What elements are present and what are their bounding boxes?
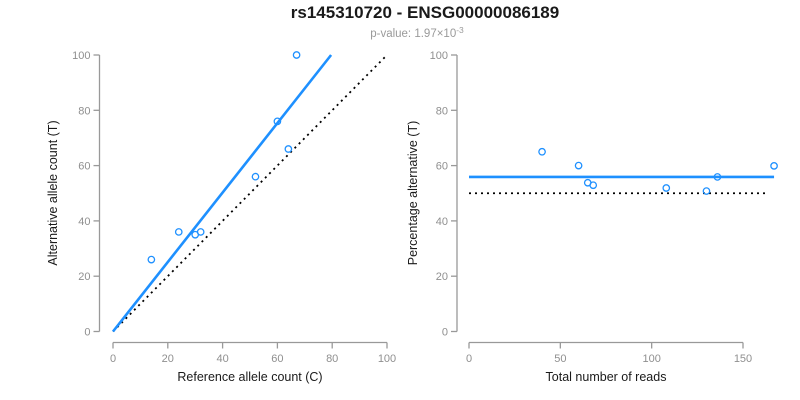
y-tick-label: 0 bbox=[84, 327, 90, 339]
data-point bbox=[284, 145, 293, 153]
y-axis-title: Percentage alternative (T) bbox=[406, 121, 420, 266]
data-point bbox=[713, 173, 722, 181]
y-tick-label: 100 bbox=[72, 50, 90, 62]
allele-counts-panel: 0 20 40 60 80 100 0 20 40 60 80 100 Reference allele… bbox=[46, 50, 396, 384]
y-axis-title: Alternative allele count (T) bbox=[46, 120, 60, 265]
fit-line bbox=[111, 54, 333, 333]
x-tick-label: 100 bbox=[378, 353, 396, 365]
x-tick-label: 40 bbox=[216, 353, 228, 365]
y-tick-label: 40 bbox=[436, 216, 448, 228]
data-point bbox=[770, 162, 778, 170]
y-tick-label: 100 bbox=[430, 50, 448, 62]
data-point bbox=[702, 187, 711, 195]
x-tick-label: 20 bbox=[162, 353, 174, 365]
y-tick-label: 20 bbox=[78, 271, 90, 283]
y-tick-label: 60 bbox=[436, 161, 448, 173]
pvalue-exponent: -3 bbox=[456, 25, 464, 35]
y-tick-label: 0 bbox=[442, 327, 448, 339]
identity-line bbox=[112, 54, 388, 333]
data-point bbox=[292, 51, 301, 59]
plot-title: rs145310720 - ENSG00000086189 bbox=[290, 3, 560, 22]
pvalue-text: p-value: 1.97×10 bbox=[370, 28, 457, 40]
x-tick-label: 0 bbox=[110, 353, 116, 365]
y-tick-label: 80 bbox=[78, 105, 90, 117]
data-point bbox=[574, 161, 583, 170]
x-tick-label: 60 bbox=[271, 353, 283, 365]
x-axis-title: Reference allele count (C) bbox=[177, 370, 322, 384]
y-tick-label: 80 bbox=[436, 105, 448, 117]
data-point bbox=[196, 228, 205, 236]
y-tick-label: 20 bbox=[436, 271, 448, 283]
data-point bbox=[174, 228, 183, 236]
x-tick-label: 150 bbox=[734, 353, 752, 365]
x-axis-title: Total number of reads bbox=[546, 370, 667, 384]
data-point bbox=[589, 181, 598, 190]
data-point bbox=[251, 172, 260, 181]
y-tick-label: 40 bbox=[78, 216, 90, 228]
x-tick-label: 50 bbox=[554, 353, 566, 365]
data-point bbox=[538, 147, 546, 156]
data-point bbox=[662, 184, 671, 192]
data-point bbox=[147, 255, 156, 264]
x-tick-label: 100 bbox=[642, 353, 660, 365]
x-tick-label: 0 bbox=[466, 353, 472, 365]
data-point bbox=[273, 117, 282, 126]
x-tick-label: 80 bbox=[326, 353, 338, 365]
percentage-vs-reads-panel: 0 20 40 60 80 100 0 50 100 150 Total number of rea… bbox=[406, 50, 778, 384]
plot-subtitle: p-value: 1.97×10-3 bbox=[370, 25, 464, 40]
y-tick-label: 60 bbox=[78, 161, 90, 173]
